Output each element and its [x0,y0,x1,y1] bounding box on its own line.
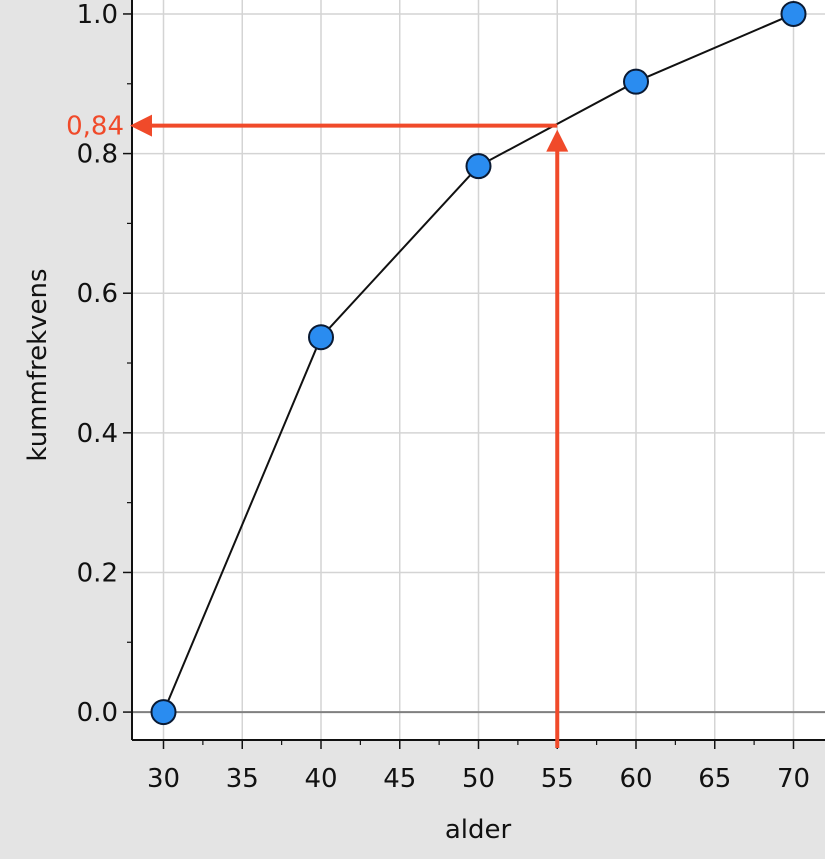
x-tick-label: 30 [147,764,180,794]
axes: 30 35 40 45 50 55 60 65 70 0.0 0.2 0.4 0.6 0.8 1.0 [77,0,825,794]
annotation-value-label: 0,84 [66,112,124,142]
y-axis-title: kummfrekvens [23,268,53,461]
x-tick-label: 65 [698,764,731,794]
x-axis-title: alder [445,815,512,845]
y-tick-label: 0.2 [77,558,118,588]
x-tick-label: 40 [304,764,337,794]
data-point [465,153,492,180]
y-tick-label: 0.8 [77,140,118,170]
x-tick-label: 70 [777,764,810,794]
y-tick-label: 1.0 [77,0,118,30]
y-tick-label: 0.4 [77,419,118,449]
data-point [308,324,334,351]
y-tick-label: 0.6 [77,279,118,309]
annotation: 0,84 [66,112,569,748]
annotation-up-arrowhead [546,129,569,152]
data-point [150,699,177,726]
data-point [780,0,807,27]
y-tick-label: 0.0 [77,698,118,728]
x-tick-label: 60 [619,764,652,794]
annotation-left-arrowhead [130,114,152,137]
data-series [150,0,807,726]
x-tick-label: 55 [541,764,574,794]
x-tick-label: 45 [383,764,416,794]
x-tick-label: 50 [462,764,495,794]
data-point [623,68,649,95]
x-tick-label: 35 [226,764,259,794]
